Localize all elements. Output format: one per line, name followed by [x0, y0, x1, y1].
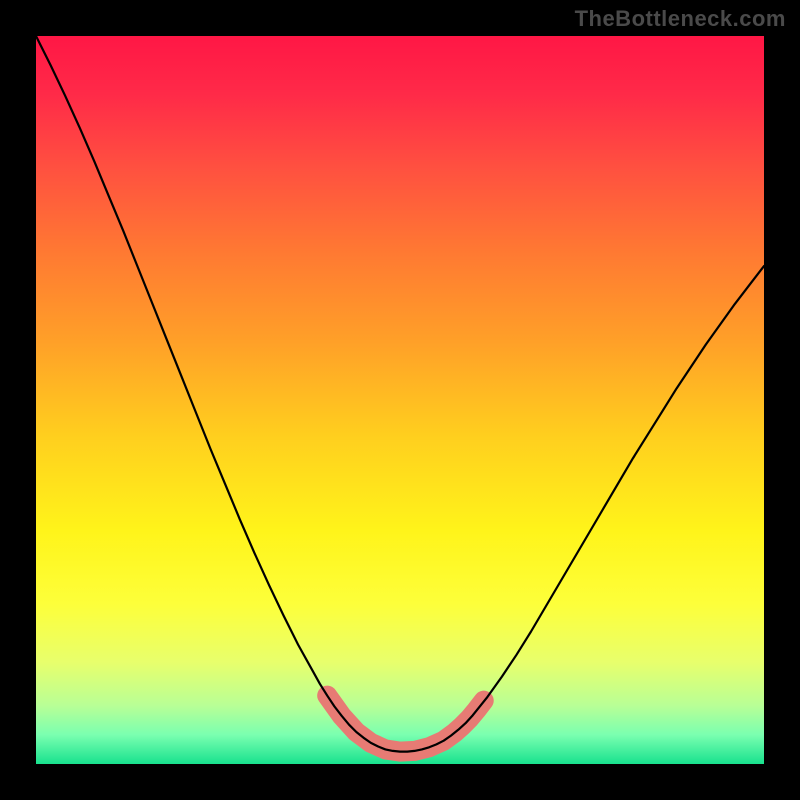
highlight-region: [327, 696, 484, 752]
plot-area: [36, 36, 764, 764]
watermark-text: TheBottleneck.com: [575, 6, 786, 32]
chart-canvas: TheBottleneck.com: [0, 0, 800, 800]
bottleneck-curve: [36, 36, 764, 752]
curve-layer: [36, 36, 764, 764]
